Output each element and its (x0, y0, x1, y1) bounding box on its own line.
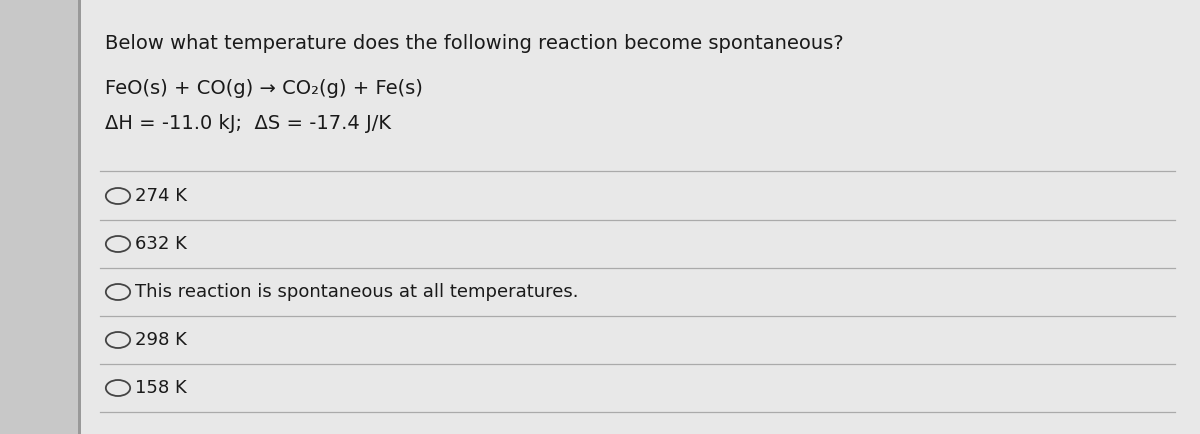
Text: 158 K: 158 K (134, 379, 187, 397)
Bar (78, 0, 82, 434)
Text: 632 K: 632 K (134, 235, 187, 253)
Text: Below what temperature does the following reaction become spontaneous?: Below what temperature does the followin… (106, 34, 844, 53)
Text: ΔH = -11.0 kJ;  ΔS = -17.4 J/K: ΔH = -11.0 kJ; ΔS = -17.4 J/K (106, 114, 391, 133)
Text: FeO(s) + CO(g) → CO₂(g) + Fe(s): FeO(s) + CO(g) → CO₂(g) + Fe(s) (106, 79, 422, 98)
Text: 298 K: 298 K (134, 331, 187, 349)
Text: This reaction is spontaneous at all temperatures.: This reaction is spontaneous at all temp… (134, 283, 578, 301)
Text: 274 K: 274 K (134, 187, 187, 205)
